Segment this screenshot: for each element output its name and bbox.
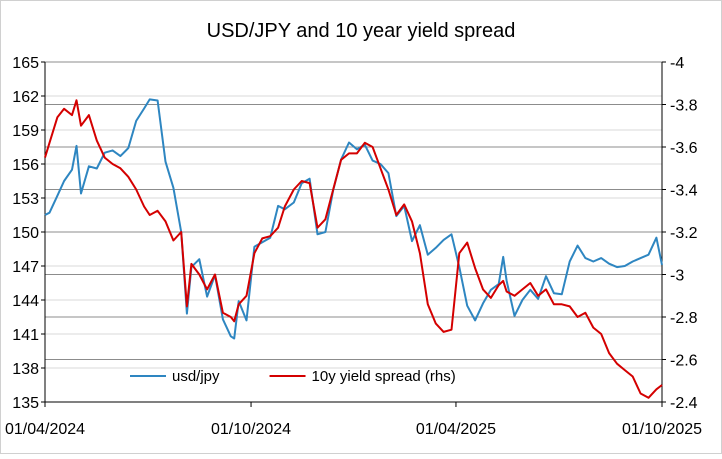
legend-label-10y-yield-spread-rhs: 10y yield spread (rhs) — [312, 368, 456, 385]
series-line-usd-jpy — [44, 98, 663, 340]
y-tick-label-left: 153 — [12, 191, 39, 208]
y-tick-label-right: -4 — [670, 55, 684, 72]
chart-title: USD/JPY and 10 year yield spread — [207, 20, 516, 42]
y-tick-label-left: 162 — [12, 89, 39, 106]
y-tick-label-left: 138 — [12, 361, 39, 378]
axes: 135 138 141 144 147 150 153 156 159 162 165 -4 -3.8 -… — [5, 55, 702, 438]
y-tick-label-left: 156 — [12, 157, 39, 174]
y-tick-label-right: -2.6 — [670, 353, 698, 370]
y-tick-label-right: -2.8 — [670, 310, 698, 327]
y-tick-label-right: -3.2 — [670, 225, 698, 242]
series-lines — [44, 98, 663, 399]
y-tick-label-right: -3.6 — [670, 140, 698, 157]
y-tick-label-right: -3 — [670, 268, 684, 285]
x-tick-label: 01/10/2025 — [622, 421, 702, 438]
x-tick-label: 01/04/2025 — [416, 421, 496, 438]
y-tick-label-right: -2.4 — [670, 395, 698, 412]
legend-label-usd-jpy: usd/jpy — [172, 368, 220, 385]
y-tick-label-right: -3.8 — [670, 98, 698, 115]
x-tick-label: 01/04/2024 — [5, 421, 85, 438]
legend: usd/jpy 10y yield spread (rhs) — [130, 368, 456, 385]
y-tick-label-left: 147 — [12, 259, 39, 276]
y-tick-label-left: 144 — [12, 293, 39, 310]
y-tick-label-left: 135 — [12, 395, 39, 412]
x-tick-label: 01/10/2024 — [211, 421, 291, 438]
y-tick-label-right: -3.4 — [670, 183, 698, 200]
y-tick-label-left: 141 — [12, 327, 39, 344]
series-line-10y-yield-spread-rhs — [44, 99, 663, 399]
y-tick-label-left: 159 — [12, 123, 39, 140]
y-tick-label-left: 165 — [12, 55, 39, 72]
y-tick-label-left: 150 — [12, 225, 39, 242]
